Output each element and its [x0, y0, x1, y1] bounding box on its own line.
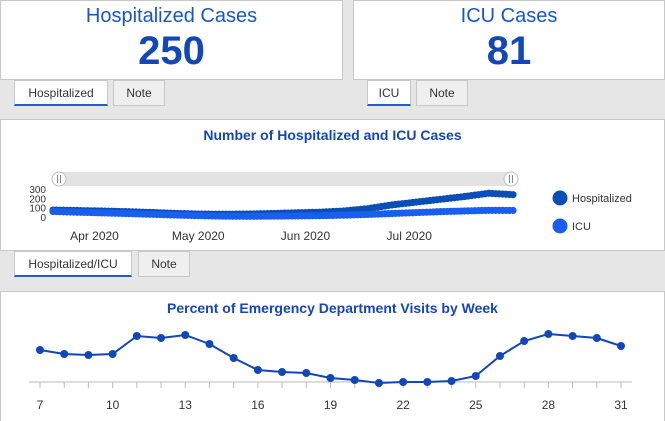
- hospitalized-card-value: 250: [138, 29, 205, 73]
- data-point: [157, 334, 166, 342]
- data-point: [495, 352, 504, 360]
- data-point: [181, 331, 190, 339]
- y-tick-label: 300: [29, 185, 46, 196]
- icu-card-title: ICU Cases: [460, 5, 558, 27]
- legend-label-hospitalized: Hospitalized: [572, 193, 632, 205]
- ed-visits-chart: 7 10 13 16 19 22 25 28 31: [29, 330, 632, 412]
- x-tick-label: Jun 2020: [281, 229, 331, 243]
- data-point: [568, 332, 577, 340]
- y-tick-label: 200: [29, 194, 46, 205]
- data-point: [350, 376, 359, 384]
- data-point: [509, 206, 517, 215]
- data-point: [278, 368, 287, 376]
- x-tick-label: 7: [37, 398, 44, 412]
- cases-chart-title: Number of Hospitalized and ICU Cases: [203, 127, 462, 143]
- legend-marker-icu: [552, 218, 568, 234]
- x-tick-label: May 2020: [172, 229, 225, 243]
- range-slider-handle-end[interactable]: [503, 171, 519, 187]
- data-point: [374, 379, 383, 387]
- range-slider-handle-start[interactable]: [51, 171, 67, 187]
- tab-chart-note[interactable]: Note: [138, 251, 190, 277]
- hospitalized-tabbar: Hospitalized Note: [14, 80, 334, 108]
- tab-hospitalized[interactable]: Hospitalized: [14, 80, 108, 106]
- tab-hospitalized-icu[interactable]: Hospitalized/ICU: [14, 251, 132, 277]
- x-tick-label: Apr 2020: [70, 229, 119, 243]
- data-point: [36, 346, 44, 354]
- ed-visits-chart-panel: Percent of Emergency Department Visits b…: [0, 291, 665, 421]
- data-point: [399, 378, 408, 386]
- x-tick-label: 28: [542, 398, 556, 412]
- x-tick-label: 13: [179, 398, 193, 412]
- range-slider-track[interactable]: [57, 172, 513, 186]
- data-point: [520, 337, 529, 345]
- x-tick-label: 22: [396, 398, 410, 412]
- legend-label-icu: ICU: [572, 221, 591, 233]
- chart-tabbar: Hospitalized/ICU Note: [14, 251, 314, 279]
- data-point: [509, 191, 517, 199]
- icu-card: ICU Cases 81: [353, 0, 665, 80]
- icu-tabbar: ICU Note: [367, 80, 657, 108]
- data-point: [84, 351, 93, 359]
- data-point: [132, 332, 141, 340]
- cases-chart-panel: Number of Hospitalized and ICU Cases 0 10…: [0, 119, 665, 251]
- y-tick-label: 0: [40, 213, 46, 224]
- data-point: [253, 366, 262, 374]
- data-point: [471, 372, 480, 380]
- x-tick-label: Jul 2020: [387, 229, 433, 243]
- x-tick-label: 19: [324, 398, 338, 412]
- data-point: [60, 350, 69, 358]
- tab-icu[interactable]: ICU: [367, 80, 411, 106]
- series-icu: [49, 206, 517, 220]
- ed-visits-chart-title: Percent of Emergency Department Visits b…: [167, 300, 498, 316]
- icu-card-value: 81: [486, 29, 532, 73]
- x-tick-label: 16: [251, 398, 265, 412]
- hospitalized-card-title: Hospitalized Cases: [85, 5, 258, 27]
- data-point: [544, 330, 553, 338]
- x-tick-label: 10: [106, 398, 120, 412]
- data-point: [592, 334, 601, 342]
- data-point: [229, 354, 238, 362]
- x-tick-label: 25: [469, 398, 483, 412]
- tab-icu-note[interactable]: Note: [416, 80, 468, 106]
- hospitalized-card: Hospitalized Cases 250: [0, 0, 343, 80]
- x-tick-label: 31: [614, 398, 628, 412]
- y-tick-label: 100: [29, 204, 46, 215]
- data-point: [302, 369, 311, 377]
- data-point: [108, 350, 117, 358]
- data-point: [326, 374, 335, 382]
- data-point: [205, 340, 214, 348]
- data-point: [447, 377, 456, 385]
- legend-marker-hospitalized: [552, 190, 568, 206]
- tab-hospitalized-note[interactable]: Note: [113, 80, 165, 106]
- data-point: [617, 342, 625, 350]
- data-point: [423, 378, 432, 386]
